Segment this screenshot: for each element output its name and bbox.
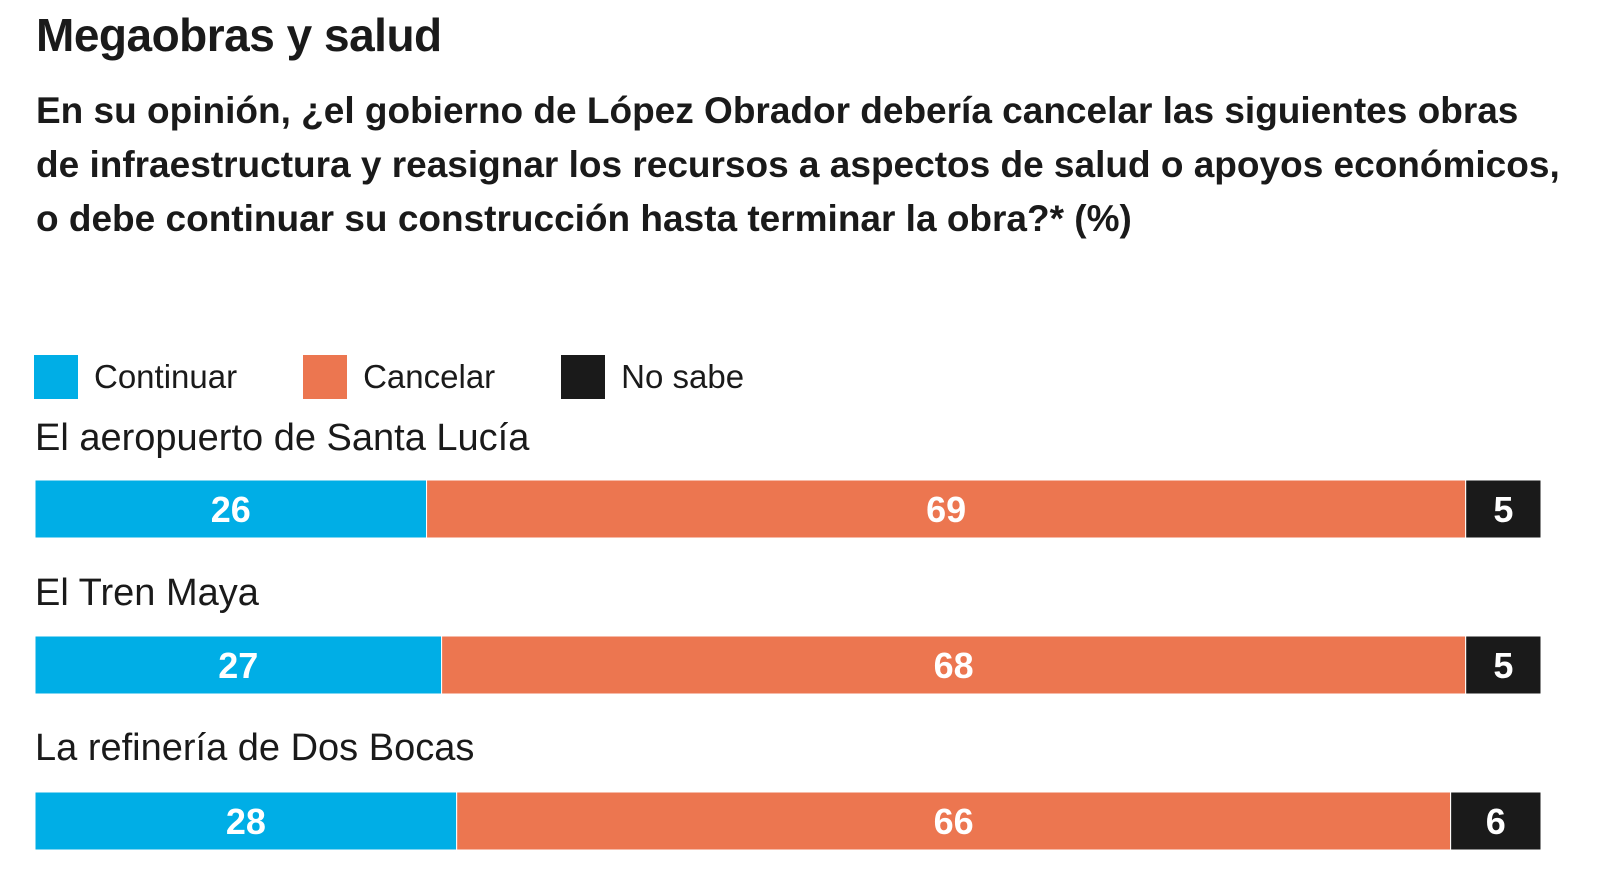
data-label-cancelar: 69 [926, 489, 966, 530]
bar-group-el-aeropuerto-de-santa-lucia: El aeropuerto de Santa Lucía 26 69 5 [34, 417, 1542, 539]
legend-item-continuar: Continuar [34, 355, 237, 399]
category-label: La refinería de Dos Bocas [35, 727, 474, 769]
bar-no-sabe [1465, 479, 1542, 539]
legend-label-cancelar: Cancelar [363, 358, 496, 395]
bar-continuar [34, 635, 443, 695]
bar-continuar [34, 479, 428, 539]
data-label-continuar: 28 [226, 801, 266, 842]
chart-subtitle: En su opinión, ¿el gobierno de López Obr… [36, 90, 1560, 239]
bar-cancelar [441, 635, 1467, 695]
data-label-cancelar: 66 [934, 801, 974, 842]
data-label-no-sabe: 6 [1486, 801, 1506, 842]
legend-item-cancelar: Cancelar [303, 355, 495, 399]
legend-swatch-cancelar [303, 355, 348, 399]
data-label-continuar: 26 [211, 489, 251, 530]
bar-continuar [34, 791, 458, 851]
category-label: El Tren Maya [35, 572, 260, 614]
legend: Continuar Cancelar No sabe [34, 355, 810, 399]
legend-label-no-sabe: No sabe [621, 358, 745, 395]
legend-label-continuar: Continuar [94, 358, 238, 395]
data-label-no-sabe: 5 [1493, 645, 1513, 686]
data-label-cancelar: 68 [934, 645, 974, 686]
bar-no-sabe [1450, 791, 1542, 851]
legend-swatch-no-sabe [561, 355, 606, 399]
data-label-no-sabe: 5 [1493, 489, 1513, 530]
legend-swatch-continuar [34, 355, 78, 399]
data-label-continuar: 27 [218, 645, 258, 686]
bar-no-sabe [1465, 635, 1542, 695]
chart-title: Megaobras y salud [36, 9, 442, 61]
bar-group-el-tren-maya: El Tren Maya 27 68 5 [34, 572, 1542, 695]
bar-cancelar [456, 791, 1452, 851]
legend-item-no-sabe: No sabe [561, 355, 744, 399]
category-label: El aeropuerto de Santa Lucía [35, 417, 530, 459]
